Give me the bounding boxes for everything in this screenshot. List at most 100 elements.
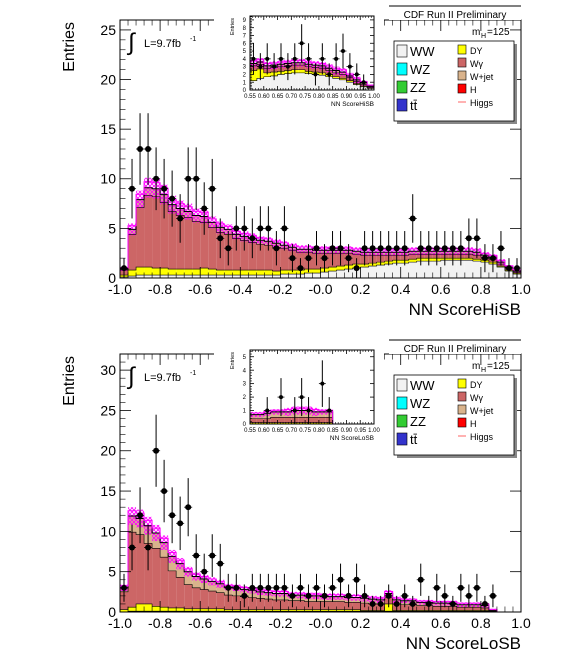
top-bar-dy	[168, 269, 177, 276]
top-inset-frame	[249, 15, 375, 91]
bottom-inset-xtick-label: 0.95	[354, 428, 366, 434]
bottom-data-point	[473, 584, 480, 591]
top-inset-data-point	[361, 80, 366, 85]
top-inset-data-point	[285, 64, 290, 69]
bottom-luminosity: L=9.7fb	[144, 372, 181, 384]
top-title-bg	[389, 6, 521, 20]
top-ytick-label: 20	[100, 71, 116, 87]
bottom-xtick-label: -1.0	[108, 615, 132, 631]
top-inset-bar-ww	[305, 73, 312, 90]
bottom-bar-dy	[248, 609, 257, 612]
top-inset-ytick-label: 8	[243, 26, 247, 32]
bottom-bar-wgamma	[472, 607, 481, 611]
bottom-inset-bar-wgamma	[256, 418, 264, 423]
bottom-bar-wjet	[208, 581, 217, 592]
top-bar-ww	[344, 269, 353, 278]
top-data-point	[417, 245, 424, 252]
top-inset-xtick-label: 0.65	[272, 94, 284, 100]
bottom-xtick-label: -0.6	[188, 615, 212, 631]
bottom-legend-swatch	[396, 396, 408, 410]
top-inset-data-point	[306, 56, 311, 61]
bottom-xtick-label: -0.2	[268, 615, 292, 631]
top-inset-ytick-label: 4	[243, 57, 247, 63]
top-bar-dy	[256, 270, 265, 276]
bottom-inset-xtick-label: 1.00	[368, 428, 380, 434]
bottom-inset-xtick-label: 0.70	[285, 428, 297, 434]
top-bar-dy	[280, 270, 289, 275]
bottom-bar-wgamma	[168, 570, 177, 608]
top-bar-ww	[472, 261, 481, 278]
top-data-point	[281, 225, 288, 232]
top-bar-ww	[368, 266, 377, 278]
bottom-data-point	[417, 576, 424, 583]
bottom-inset-bar-dy	[284, 422, 292, 424]
bottom-data-point	[361, 592, 368, 599]
bottom-inset-ytick-label: 5	[243, 355, 247, 361]
bottom-bar-wgamma	[160, 557, 169, 608]
top-legend-swatch	[396, 44, 408, 58]
bottom-inset-bar-wgamma	[284, 417, 292, 423]
bottom-inset-frame	[249, 349, 375, 425]
top-data-point	[481, 255, 488, 262]
top-legend-swatch	[396, 98, 408, 112]
top-bar-ww	[176, 275, 185, 278]
bottom-data-point	[433, 584, 440, 591]
top-inset-ylabel: Entries	[230, 18, 236, 35]
top-bar-dy	[144, 267, 153, 276]
bottom-bar-wgamma	[136, 534, 145, 604]
top-bar-wgamma	[128, 234, 137, 271]
bottom-legend-swatch	[457, 404, 467, 415]
bottom-bar-wgamma	[440, 606, 449, 611]
bottom-xtick-label: 1.0	[511, 615, 531, 631]
bottom-inset-xtick-label: 0.60	[258, 428, 270, 434]
bottom-bar-dy	[464, 610, 473, 612]
top-bar-ww	[312, 273, 321, 278]
bottom-bar-dy	[456, 610, 465, 612]
bottom-inset-data-point	[299, 395, 304, 400]
top-data-point	[305, 255, 312, 262]
top-bar-ww	[264, 275, 273, 278]
bottom-inset-ylabel: Entries	[230, 352, 236, 369]
top-inset-bar-dy	[339, 78, 347, 80]
bottom-title-box: CDF Run II Preliminary	[389, 339, 521, 355]
top-bar-ww	[160, 275, 169, 278]
top-xlabel: NN ScoreHiSB	[409, 300, 521, 319]
bottom-bar-wgamma	[256, 598, 265, 610]
bottom-ytick-label: 30	[100, 362, 116, 378]
bottom-bar-wgamma	[328, 601, 337, 610]
bottom-inset-bar-dy	[298, 422, 306, 424]
top-data-point	[265, 225, 272, 232]
bottom-ytick-label: 25	[100, 402, 116, 418]
top-inset-plot: 0.55 0.60 0.65 0.70 0.75 0.80 0.85 0.90 0.95 1.00…	[243, 15, 380, 100]
top-inset-bar-ww	[250, 80, 257, 90]
bottom-bar-dy	[344, 609, 353, 612]
top-bar-dy	[200, 268, 209, 276]
bottom-bar-dy	[128, 607, 137, 612]
top-data-point	[233, 225, 240, 232]
bottom-inset-ytick-label: 1	[243, 409, 247, 415]
top-bar-ww	[424, 261, 433, 278]
top-inset-bar-ww	[291, 72, 299, 90]
top-xtick-label: -1.0	[108, 281, 132, 297]
bottom-bar-dy	[400, 610, 409, 612]
bottom-data-point	[273, 584, 280, 591]
bottom-data-point	[225, 584, 232, 591]
top-legend-swatch	[457, 57, 467, 68]
top-data-point	[433, 245, 440, 252]
top-bar-wgamma	[240, 240, 249, 271]
top-bar-wgamma	[208, 227, 217, 270]
top-data-point	[513, 265, 520, 272]
bottom-xtick-label: -0.8	[148, 615, 172, 631]
bottom-inset-xtick-label: 0.55	[244, 428, 256, 434]
top-inset-xtick-label: 0.95	[354, 94, 366, 100]
bottom-bar-dy	[176, 607, 185, 612]
bottom-data-point	[249, 584, 256, 591]
top-bar-ww	[248, 275, 257, 278]
bottom-data-point	[281, 584, 288, 591]
top-data-point	[337, 245, 344, 252]
top-data-point	[129, 185, 136, 192]
bottom-bar-dy	[328, 609, 337, 612]
top-title-box: CDF Run II Preliminary	[389, 5, 521, 21]
bottom-bar-wgamma	[248, 597, 257, 610]
top-data-point	[497, 245, 504, 252]
